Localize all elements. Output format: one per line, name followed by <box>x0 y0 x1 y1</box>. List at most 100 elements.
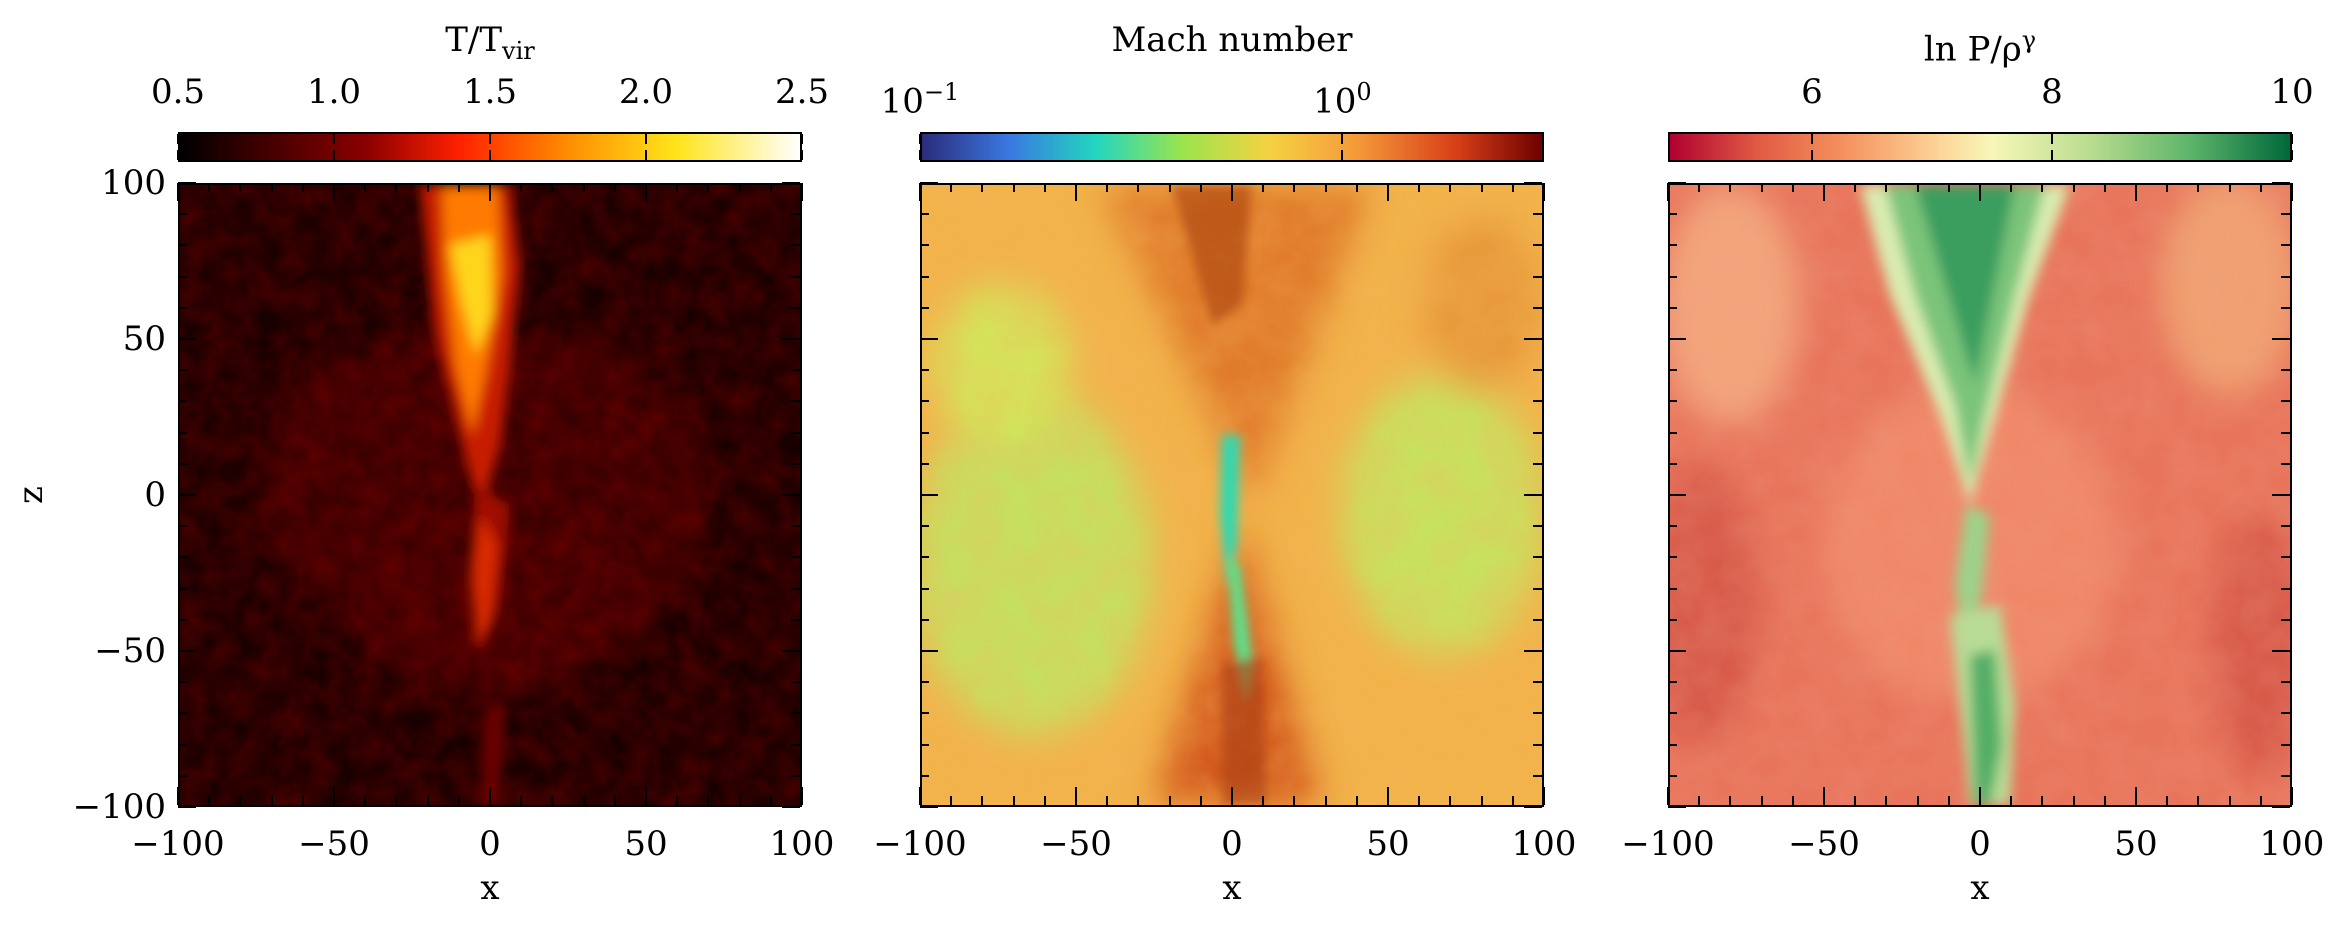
x-minor-tick <box>1043 796 1046 805</box>
x-minor-tick <box>457 796 460 805</box>
y-minor-tick-right <box>791 743 800 746</box>
x-minor-tick-top <box>364 183 367 192</box>
y-minor-tick-right <box>1533 369 1542 372</box>
x-minor-tick <box>1355 796 1358 805</box>
x-tick-label: 0 <box>1969 824 1991 864</box>
y-minor-tick-right <box>1533 306 1542 309</box>
y-minor-tick-right <box>1533 587 1542 590</box>
x-major-tick-top <box>489 183 491 201</box>
y-minor-tick-right <box>1533 712 1542 715</box>
colorbar-major-tick-top <box>1341 134 1344 144</box>
y-minor-tick-right <box>791 712 800 715</box>
x-minor-tick <box>1262 796 1265 805</box>
x-minor-tick <box>551 796 554 805</box>
y-major-tick <box>178 494 196 496</box>
temperature-field <box>180 185 800 805</box>
x-minor-tick-top <box>239 183 242 192</box>
colorbar-major-tick-top <box>1811 134 1813 144</box>
colorbar-major-tick <box>2291 150 2293 160</box>
x-minor-tick-top <box>1293 183 1296 192</box>
y-minor-tick <box>920 244 929 247</box>
colorbar-major-tick <box>645 150 647 160</box>
x-tick-label: −100 <box>873 824 967 864</box>
y-minor-tick <box>178 618 187 621</box>
y-minor-tick <box>178 774 187 777</box>
y-minor-tick <box>920 556 929 559</box>
colorbar-major-tick <box>177 150 179 160</box>
y-minor-tick <box>920 618 929 621</box>
x-minor-tick <box>1760 796 1763 805</box>
y-major-tick-right <box>782 182 800 184</box>
x-major-tick <box>2291 787 2293 805</box>
y-minor-tick-right <box>2281 525 2290 528</box>
heatmap-temperature <box>178 183 802 807</box>
y-minor-tick <box>1668 431 1677 434</box>
x-minor-tick <box>1698 796 1701 805</box>
x-minor-tick-top <box>208 183 211 192</box>
y-minor-tick-right <box>1533 525 1542 528</box>
x-minor-tick-top <box>1791 183 1794 192</box>
x-minor-tick <box>1106 796 1109 805</box>
y-minor-tick-right <box>1533 774 1542 777</box>
y-minor-tick <box>178 213 187 216</box>
colorbar-major-tick-top <box>333 134 335 144</box>
y-major-tick-right <box>2272 338 2290 340</box>
y-minor-tick-right <box>1533 213 1542 216</box>
x-minor-tick <box>1791 796 1794 805</box>
y-minor-tick <box>178 525 187 528</box>
y-minor-tick-right <box>791 525 800 528</box>
y-major-tick-right <box>782 338 800 340</box>
colorbar-mach <box>920 132 1544 162</box>
y-major-tick-right <box>1524 338 1542 340</box>
y-minor-tick-right <box>2281 618 2290 621</box>
x-tick-label: 50 <box>1366 824 1410 864</box>
x-tick-label: −50 <box>1040 824 1112 864</box>
x-minor-tick <box>1729 796 1732 805</box>
y-minor-tick <box>920 462 929 465</box>
colorbar-major-tick <box>1811 150 1813 160</box>
y-minor-tick-right <box>2281 712 2290 715</box>
y-minor-tick-right <box>1533 462 1542 465</box>
y-major-tick <box>920 650 938 652</box>
x-minor-tick <box>2259 796 2262 805</box>
y-minor-tick <box>1668 306 1677 309</box>
y-minor-tick <box>178 681 187 684</box>
y-tick-label: 100 <box>101 163 166 203</box>
x-minor-tick-top <box>2197 183 2200 192</box>
y-minor-tick <box>1668 712 1677 715</box>
x-major-tick <box>1543 787 1545 805</box>
y-major-tick <box>178 650 196 652</box>
y-major-tick-right <box>782 650 800 652</box>
x-minor-tick-top <box>1449 183 1452 192</box>
x-minor-tick-top <box>457 183 460 192</box>
x-minor-tick-top <box>1480 183 1483 192</box>
y-minor-tick-right <box>1533 556 1542 559</box>
x-minor-tick <box>426 796 429 805</box>
x-major-tick <box>1387 787 1389 805</box>
x-tick-label: −100 <box>1621 824 1715 864</box>
y-minor-tick <box>920 431 929 434</box>
y-minor-tick-right <box>791 369 800 372</box>
x-minor-tick-top <box>1698 183 1701 192</box>
y-minor-tick <box>1668 369 1677 372</box>
x-minor-tick-top <box>301 183 304 192</box>
x-tick-label: −50 <box>298 824 370 864</box>
x-major-tick-top <box>801 183 803 201</box>
colorbar-title-temperature: T/Tvir <box>445 20 535 65</box>
y-minor-tick <box>1668 556 1677 559</box>
colorbar-major-tick-top <box>645 134 647 144</box>
y-minor-tick <box>178 712 187 715</box>
x-minor-tick-top <box>2259 183 2262 192</box>
x-minor-tick-top <box>1760 183 1763 192</box>
y-minor-tick-right <box>791 681 800 684</box>
x-major-tick <box>1979 787 1981 805</box>
y-major-tick-right <box>1524 806 1542 808</box>
x-tick-label: 50 <box>624 824 668 864</box>
y-minor-tick <box>920 400 929 403</box>
y-minor-tick-right <box>1533 743 1542 746</box>
x-minor-tick <box>2197 796 2200 805</box>
x-minor-tick-top <box>1854 183 1857 192</box>
colorbar-major-tick <box>919 150 921 160</box>
x-minor-tick-top <box>2166 183 2169 192</box>
